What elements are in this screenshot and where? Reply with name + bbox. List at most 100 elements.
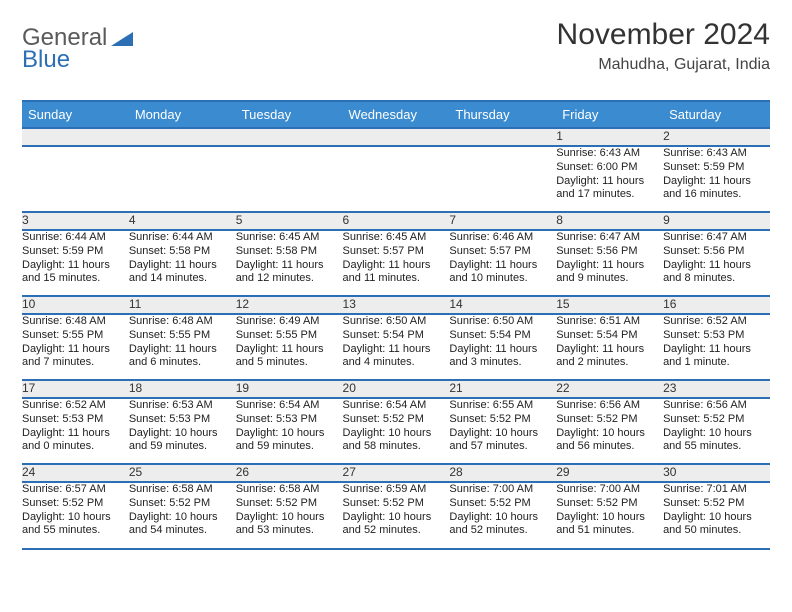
day-number-cell: 17 xyxy=(22,380,129,398)
day-number-cell: 8 xyxy=(556,212,663,230)
day-number-cell: 11 xyxy=(129,296,236,314)
daylight-text: Daylight: 11 hours and 4 minutes. xyxy=(343,343,450,371)
day-number-row: 12 xyxy=(22,128,770,146)
daylight-text: Daylight: 11 hours and 11 minutes. xyxy=(343,259,450,287)
daylight-text: Daylight: 11 hours and 1 minute. xyxy=(663,343,770,371)
day-number-cell: 16 xyxy=(663,296,770,314)
day-info-cell: Sunrise: 6:53 AMSunset: 5:53 PMDaylight:… xyxy=(129,398,236,464)
day-info-cell: Sunrise: 6:50 AMSunset: 5:54 PMDaylight:… xyxy=(343,314,450,380)
day-info-cell: Sunrise: 6:56 AMSunset: 5:52 PMDaylight:… xyxy=(663,398,770,464)
header: General November 2024 Mahudha, Gujarat, … xyxy=(22,18,770,74)
day-header: Thursday xyxy=(449,101,556,128)
daylight-text: Daylight: 11 hours and 12 minutes. xyxy=(236,259,343,287)
day-header: Tuesday xyxy=(236,101,343,128)
daylight-text: Daylight: 11 hours and 6 minutes. xyxy=(129,343,236,371)
sunset-text: Sunset: 5:52 PM xyxy=(343,497,450,511)
daylight-text: Daylight: 10 hours and 53 minutes. xyxy=(236,511,343,539)
month-year: November 2024 xyxy=(557,18,770,52)
daylight-text: Daylight: 10 hours and 56 minutes. xyxy=(556,427,663,455)
day-number-cell: 3 xyxy=(22,212,129,230)
sunrise-text: Sunrise: 6:44 AM xyxy=(129,231,236,245)
daylight-text: Daylight: 11 hours and 5 minutes. xyxy=(236,343,343,371)
day-number-cell: 25 xyxy=(129,464,236,482)
day-number-cell: 24 xyxy=(22,464,129,482)
title-block: November 2024 Mahudha, Gujarat, India xyxy=(557,18,770,74)
day-info-row: Sunrise: 6:57 AMSunset: 5:52 PMDaylight:… xyxy=(22,482,770,548)
day-number-cell: 28 xyxy=(449,464,556,482)
day-info-cell: Sunrise: 6:44 AMSunset: 5:58 PMDaylight:… xyxy=(129,230,236,296)
sunset-text: Sunset: 5:53 PM xyxy=(129,413,236,427)
sunset-text: Sunset: 5:58 PM xyxy=(129,245,236,259)
sunrise-text: Sunrise: 6:54 AM xyxy=(236,399,343,413)
calendar-table: Sunday Monday Tuesday Wednesday Thursday… xyxy=(22,100,770,548)
day-number-cell: 23 xyxy=(663,380,770,398)
sunset-text: Sunset: 5:52 PM xyxy=(343,413,450,427)
daylight-text: Daylight: 10 hours and 50 minutes. xyxy=(663,511,770,539)
day-info-cell: Sunrise: 6:54 AMSunset: 5:52 PMDaylight:… xyxy=(343,398,450,464)
sunrise-text: Sunrise: 6:43 AM xyxy=(663,147,770,161)
sunset-text: Sunset: 5:55 PM xyxy=(22,329,129,343)
sunrise-text: Sunrise: 6:53 AM xyxy=(129,399,236,413)
day-info-cell: Sunrise: 6:48 AMSunset: 5:55 PMDaylight:… xyxy=(22,314,129,380)
day-number-cell: 30 xyxy=(663,464,770,482)
daylight-text: Daylight: 11 hours and 0 minutes. xyxy=(22,427,129,455)
day-number-cell: 1 xyxy=(556,128,663,146)
sunset-text: Sunset: 5:54 PM xyxy=(449,329,556,343)
daylight-text: Daylight: 10 hours and 52 minutes. xyxy=(343,511,450,539)
day-number-cell: 14 xyxy=(449,296,556,314)
daylight-text: Daylight: 10 hours and 51 minutes. xyxy=(556,511,663,539)
day-info-cell: Sunrise: 6:44 AMSunset: 5:59 PMDaylight:… xyxy=(22,230,129,296)
day-info-cell: Sunrise: 6:58 AMSunset: 5:52 PMDaylight:… xyxy=(236,482,343,548)
day-info-cell: Sunrise: 6:55 AMSunset: 5:52 PMDaylight:… xyxy=(449,398,556,464)
sunset-text: Sunset: 5:52 PM xyxy=(449,497,556,511)
day-header: Saturday xyxy=(663,101,770,128)
day-number-cell: 2 xyxy=(663,128,770,146)
day-info-cell: Sunrise: 6:45 AMSunset: 5:58 PMDaylight:… xyxy=(236,230,343,296)
day-info-cell xyxy=(449,146,556,212)
day-info-cell: Sunrise: 6:43 AMSunset: 6:00 PMDaylight:… xyxy=(556,146,663,212)
day-number-cell: 13 xyxy=(343,296,450,314)
sunrise-text: Sunrise: 6:45 AM xyxy=(343,231,450,245)
day-number-cell: 9 xyxy=(663,212,770,230)
sunset-text: Sunset: 5:56 PM xyxy=(663,245,770,259)
daylight-text: Daylight: 11 hours and 8 minutes. xyxy=(663,259,770,287)
day-number-cell: 7 xyxy=(449,212,556,230)
daylight-text: Daylight: 11 hours and 15 minutes. xyxy=(22,259,129,287)
sunrise-text: Sunrise: 6:50 AM xyxy=(343,315,450,329)
day-number-cell: 21 xyxy=(449,380,556,398)
day-info-cell xyxy=(129,146,236,212)
daylight-text: Daylight: 10 hours and 59 minutes. xyxy=(129,427,236,455)
day-number-row: 10111213141516 xyxy=(22,296,770,314)
sunrise-text: Sunrise: 6:49 AM xyxy=(236,315,343,329)
sunset-text: Sunset: 5:57 PM xyxy=(343,245,450,259)
sunset-text: Sunset: 5:54 PM xyxy=(343,329,450,343)
sunrise-text: Sunrise: 6:58 AM xyxy=(129,483,236,497)
sunset-text: Sunset: 5:52 PM xyxy=(556,413,663,427)
day-info-cell xyxy=(343,146,450,212)
day-info-cell: Sunrise: 6:46 AMSunset: 5:57 PMDaylight:… xyxy=(449,230,556,296)
daylight-text: Daylight: 11 hours and 10 minutes. xyxy=(449,259,556,287)
day-number-cell xyxy=(22,128,129,146)
logo-text-2: Blue xyxy=(22,46,70,74)
sunrise-text: Sunrise: 6:51 AM xyxy=(556,315,663,329)
daylight-text: Daylight: 11 hours and 3 minutes. xyxy=(449,343,556,371)
day-info-row: Sunrise: 6:48 AMSunset: 5:55 PMDaylight:… xyxy=(22,314,770,380)
sunrise-text: Sunrise: 6:58 AM xyxy=(236,483,343,497)
day-number-cell: 10 xyxy=(22,296,129,314)
day-info-cell: Sunrise: 6:59 AMSunset: 5:52 PMDaylight:… xyxy=(343,482,450,548)
sunrise-text: Sunrise: 6:47 AM xyxy=(663,231,770,245)
sunrise-text: Sunrise: 6:48 AM xyxy=(129,315,236,329)
sunrise-text: Sunrise: 6:52 AM xyxy=(22,399,129,413)
day-info-cell: Sunrise: 6:56 AMSunset: 5:52 PMDaylight:… xyxy=(556,398,663,464)
daylight-text: Daylight: 11 hours and 9 minutes. xyxy=(556,259,663,287)
sunrise-text: Sunrise: 6:43 AM xyxy=(556,147,663,161)
day-number-cell: 6 xyxy=(343,212,450,230)
day-info-cell: Sunrise: 6:47 AMSunset: 5:56 PMDaylight:… xyxy=(556,230,663,296)
day-number-row: 3456789 xyxy=(22,212,770,230)
sunrise-text: Sunrise: 6:57 AM xyxy=(22,483,129,497)
day-number-cell: 15 xyxy=(556,296,663,314)
day-info-cell: Sunrise: 7:00 AMSunset: 5:52 PMDaylight:… xyxy=(556,482,663,548)
day-info-cell: Sunrise: 6:52 AMSunset: 5:53 PMDaylight:… xyxy=(22,398,129,464)
daylight-text: Daylight: 10 hours and 57 minutes. xyxy=(449,427,556,455)
day-number-cell: 22 xyxy=(556,380,663,398)
